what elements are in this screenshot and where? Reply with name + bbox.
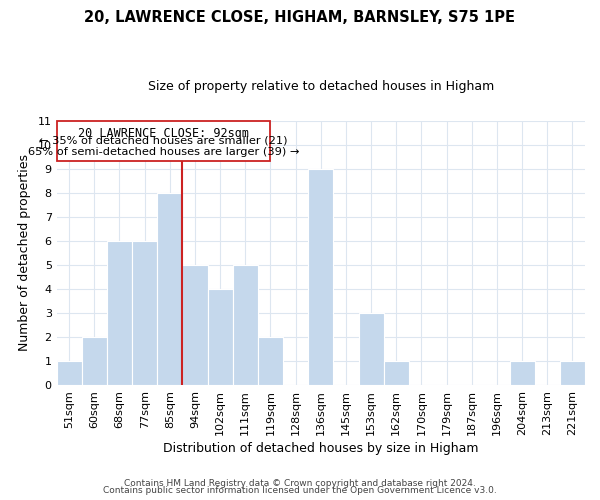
X-axis label: Distribution of detached houses by size in Higham: Distribution of detached houses by size … — [163, 442, 479, 455]
Bar — [359, 313, 383, 385]
Text: ← 35% of detached houses are smaller (21): ← 35% of detached houses are smaller (21… — [39, 136, 288, 145]
Bar — [308, 168, 334, 385]
Y-axis label: Number of detached properties: Number of detached properties — [18, 154, 31, 352]
Title: Size of property relative to detached houses in Higham: Size of property relative to detached ho… — [148, 80, 494, 93]
Text: 20, LAWRENCE CLOSE, HIGHAM, BARNSLEY, S75 1PE: 20, LAWRENCE CLOSE, HIGHAM, BARNSLEY, S7… — [85, 10, 515, 25]
Bar — [383, 361, 409, 385]
Text: 20 LAWRENCE CLOSE: 92sqm: 20 LAWRENCE CLOSE: 92sqm — [78, 126, 249, 140]
Bar — [182, 265, 208, 385]
Bar — [258, 337, 283, 385]
Text: 65% of semi-detached houses are larger (39) →: 65% of semi-detached houses are larger (… — [28, 146, 299, 156]
Bar — [560, 361, 585, 385]
Bar — [82, 337, 107, 385]
Bar — [107, 241, 132, 385]
Bar — [233, 265, 258, 385]
Bar — [509, 361, 535, 385]
Text: Contains HM Land Registry data © Crown copyright and database right 2024.: Contains HM Land Registry data © Crown c… — [124, 478, 476, 488]
Bar — [208, 289, 233, 385]
FancyBboxPatch shape — [56, 120, 271, 162]
Bar — [157, 192, 182, 385]
Bar — [132, 241, 157, 385]
Text: Contains public sector information licensed under the Open Government Licence v3: Contains public sector information licen… — [103, 486, 497, 495]
Bar — [56, 361, 82, 385]
